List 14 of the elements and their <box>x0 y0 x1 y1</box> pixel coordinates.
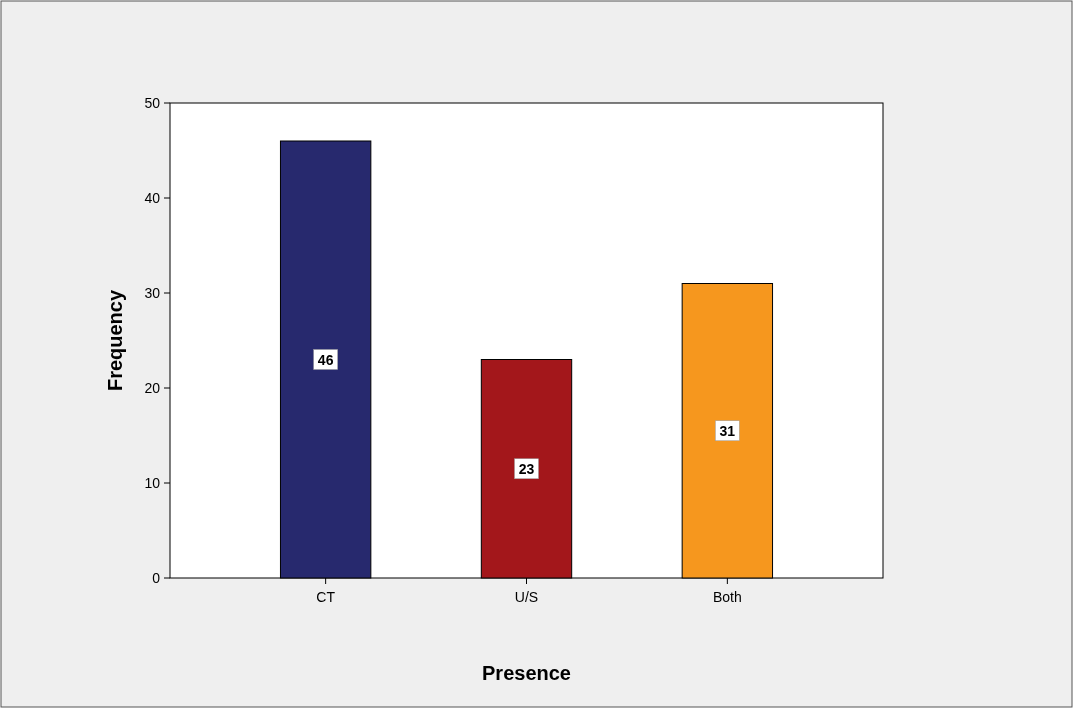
x-tick-label: Both <box>712 589 742 605</box>
y-tick-label: 40 <box>144 190 161 206</box>
y-tick-label: 10 <box>144 475 161 491</box>
y-tick-label: 50 <box>144 95 161 111</box>
data-label: 23 <box>518 460 535 477</box>
y-tick-label: 0 <box>152 570 161 586</box>
x-axis-title: Presence <box>482 662 571 684</box>
data-label: 46 <box>317 351 334 368</box>
y-axis-title: Frequency <box>104 289 126 392</box>
x-tick-label: CT <box>316 589 336 605</box>
data-label: 31 <box>719 422 736 439</box>
x-tick-label: U/S <box>514 589 539 605</box>
y-tick-label: 30 <box>144 285 161 301</box>
y-tick-label: 20 <box>144 380 161 396</box>
